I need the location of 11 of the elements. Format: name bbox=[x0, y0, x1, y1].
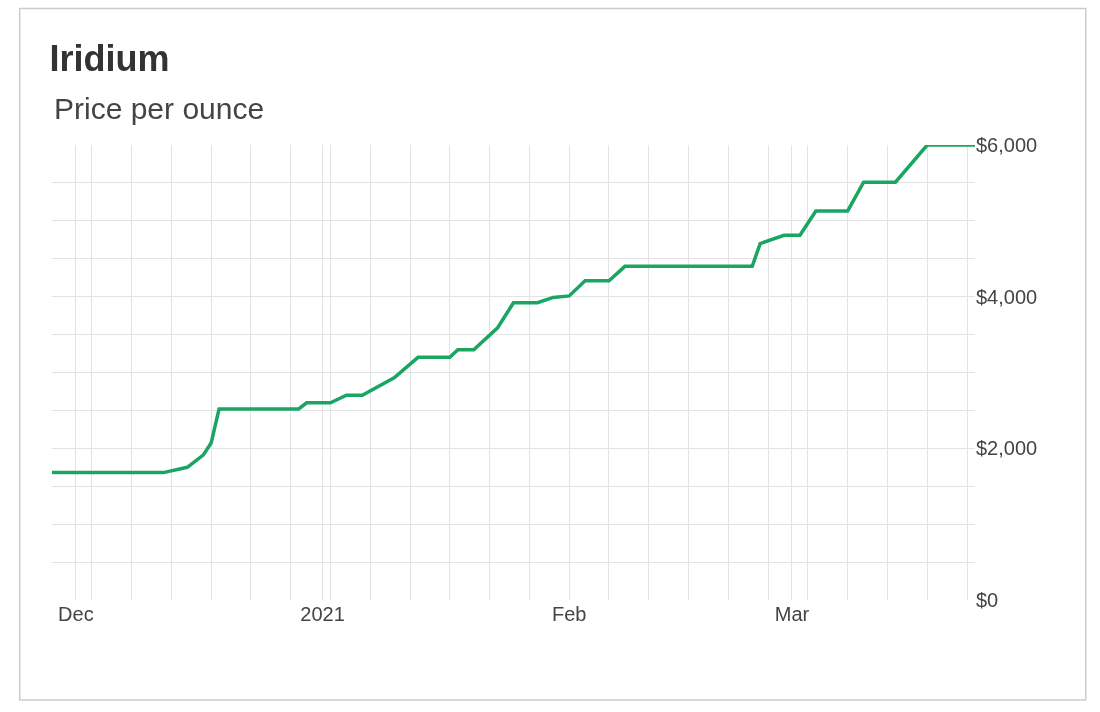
line-series bbox=[52, 145, 975, 475]
y-tick-label: $2,000 bbox=[976, 437, 1038, 460]
y-tick-label: $0 bbox=[976, 589, 999, 611]
chart-subtitle: Price per ounce bbox=[54, 92, 265, 125]
y-tick-label: $6,000 bbox=[976, 134, 1038, 156]
x-tick-label: Feb bbox=[551, 603, 587, 625]
x-tick-label: Mar bbox=[774, 603, 810, 625]
chart-title: Iridium bbox=[49, 38, 170, 80]
x-tick-label: 2021 bbox=[300, 603, 345, 625]
x-tick-label: Dec bbox=[58, 603, 94, 625]
y-tick-label: $4,000 bbox=[976, 285, 1038, 308]
